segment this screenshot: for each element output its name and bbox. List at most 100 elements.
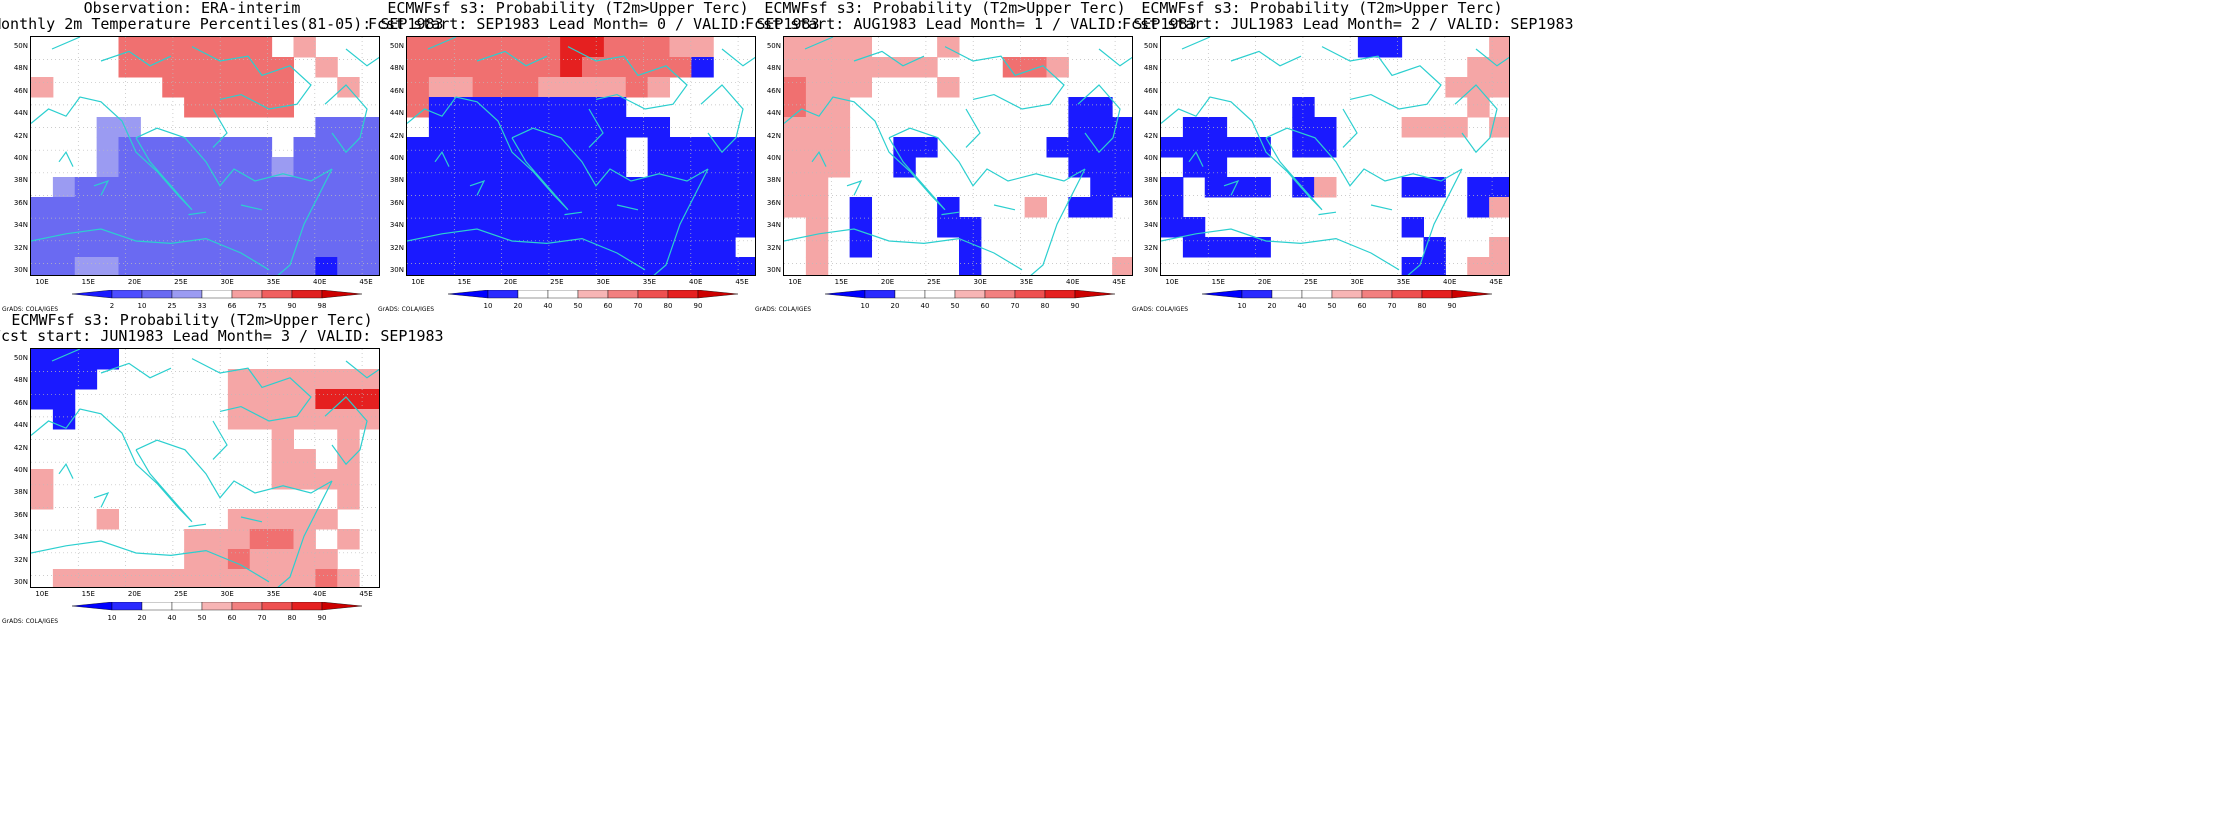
grid-cell (271, 529, 295, 550)
colorbar-tick-label: 40 (168, 614, 177, 622)
grid-cell (271, 237, 295, 258)
grid-cell (407, 97, 430, 118)
grid-cell (472, 157, 496, 178)
grid-cell (1248, 237, 1271, 258)
longitude-label: 30E (220, 590, 234, 598)
grid-cell (669, 257, 692, 275)
grid-cell (603, 217, 627, 238)
grid-cell (560, 257, 583, 275)
grid-cell (74, 217, 98, 238)
colorbar-tick-label: 60 (228, 614, 237, 622)
grid-cell (735, 137, 755, 158)
grid-cell (140, 57, 163, 78)
grid-cell (827, 137, 851, 158)
longitude-label: 40E (1443, 278, 1457, 286)
grid-cell (494, 197, 517, 218)
grid-cell (74, 257, 98, 275)
coastline (1475, 48, 1509, 67)
grid-cell (450, 137, 474, 158)
colorbar-tick-label: 20 (138, 614, 147, 622)
colorbar-tick-label: 80 (1041, 302, 1050, 310)
grid-cell (849, 237, 873, 258)
colorbar-swatch (1271, 290, 1303, 299)
latitude-label: 38N (13, 176, 28, 185)
grid-cell (407, 157, 430, 178)
grid-cell (162, 37, 185, 58)
grid-cell (849, 57, 873, 78)
coastline (31, 408, 193, 523)
grid-cell (293, 369, 316, 390)
coastline (993, 204, 1016, 211)
colorbar-swatch (487, 290, 519, 299)
grid-cell (1489, 237, 1509, 258)
longitude-label: 10E (1165, 278, 1179, 286)
grid-cell (560, 197, 583, 218)
grid-cell (472, 37, 496, 58)
temperature-map (30, 348, 380, 588)
latitude-label: 48N (13, 376, 28, 385)
latitude-label: 30N (13, 266, 28, 274)
colorbar-tick-label: 50 (198, 614, 207, 622)
latitude-label: 42N (13, 443, 28, 452)
grid-cell (428, 137, 452, 158)
colorbar: 10 20 40 50 60 70 80 90 (448, 290, 738, 310)
grid-cell (293, 529, 316, 550)
grid-cell (184, 529, 207, 550)
grid-cell (560, 97, 583, 118)
grid-cell (538, 257, 561, 275)
grid-cell (162, 157, 185, 178)
grid-cell (140, 137, 163, 158)
grid-cell (669, 237, 692, 258)
grid-cell (1182, 217, 1206, 238)
grid-cell (315, 117, 338, 138)
coastline (1098, 48, 1132, 67)
colorbar-tick-label: 20 (514, 302, 523, 310)
grid-cell (96, 137, 120, 158)
grid-cell (337, 449, 360, 470)
grid-cell (1204, 117, 1228, 138)
coastline (100, 50, 172, 67)
grid-cell (249, 77, 273, 98)
coastline (345, 360, 379, 379)
grid-cell (1068, 197, 1091, 218)
panel-title-line-1: ECMWFsf s3: Probability (T2m>Upper Terc) (387, 0, 749, 17)
grid-cell (582, 257, 605, 275)
grid-cell (1467, 57, 1490, 78)
grid-cell (450, 217, 474, 238)
coastline (191, 46, 312, 110)
grid-cell (227, 157, 251, 178)
colorbar-swatch (517, 290, 549, 299)
grid-cell (647, 137, 671, 158)
grid-cell (1112, 157, 1132, 178)
colorbar-swatch (72, 290, 113, 299)
coastline (1188, 151, 1204, 167)
colorbar-swatch (954, 290, 986, 299)
grid-cell (1445, 117, 1468, 138)
grid-cell (691, 137, 714, 158)
grid-cell (227, 369, 251, 390)
colorbar-tick-label: 10 (484, 302, 493, 310)
map-canvas (31, 349, 379, 587)
longitude-label: 10E (35, 278, 49, 286)
longitude-label: 15E (1211, 278, 1225, 286)
grid-cell (271, 569, 295, 587)
latitude-label: 30N (766, 266, 781, 274)
latitude-label: 32N (13, 555, 28, 564)
grid-cell (827, 157, 851, 178)
grid-cell (959, 257, 982, 275)
grid-cell (494, 97, 517, 118)
coastline (588, 108, 604, 148)
colorbar-swatch (667, 290, 699, 299)
colorbar-tick-label: 50 (574, 302, 583, 310)
grid-cell (293, 409, 316, 430)
grid-cell (450, 57, 474, 78)
longitude-label: 20E (503, 278, 518, 286)
grid-cell (184, 569, 207, 587)
grid-cell (315, 237, 338, 258)
grid-cell (603, 257, 627, 275)
grid-cell (494, 77, 517, 98)
coastline (1370, 204, 1393, 211)
longitude-label: 30E (596, 278, 610, 286)
grid-cell (691, 257, 714, 275)
coastline (51, 37, 81, 50)
